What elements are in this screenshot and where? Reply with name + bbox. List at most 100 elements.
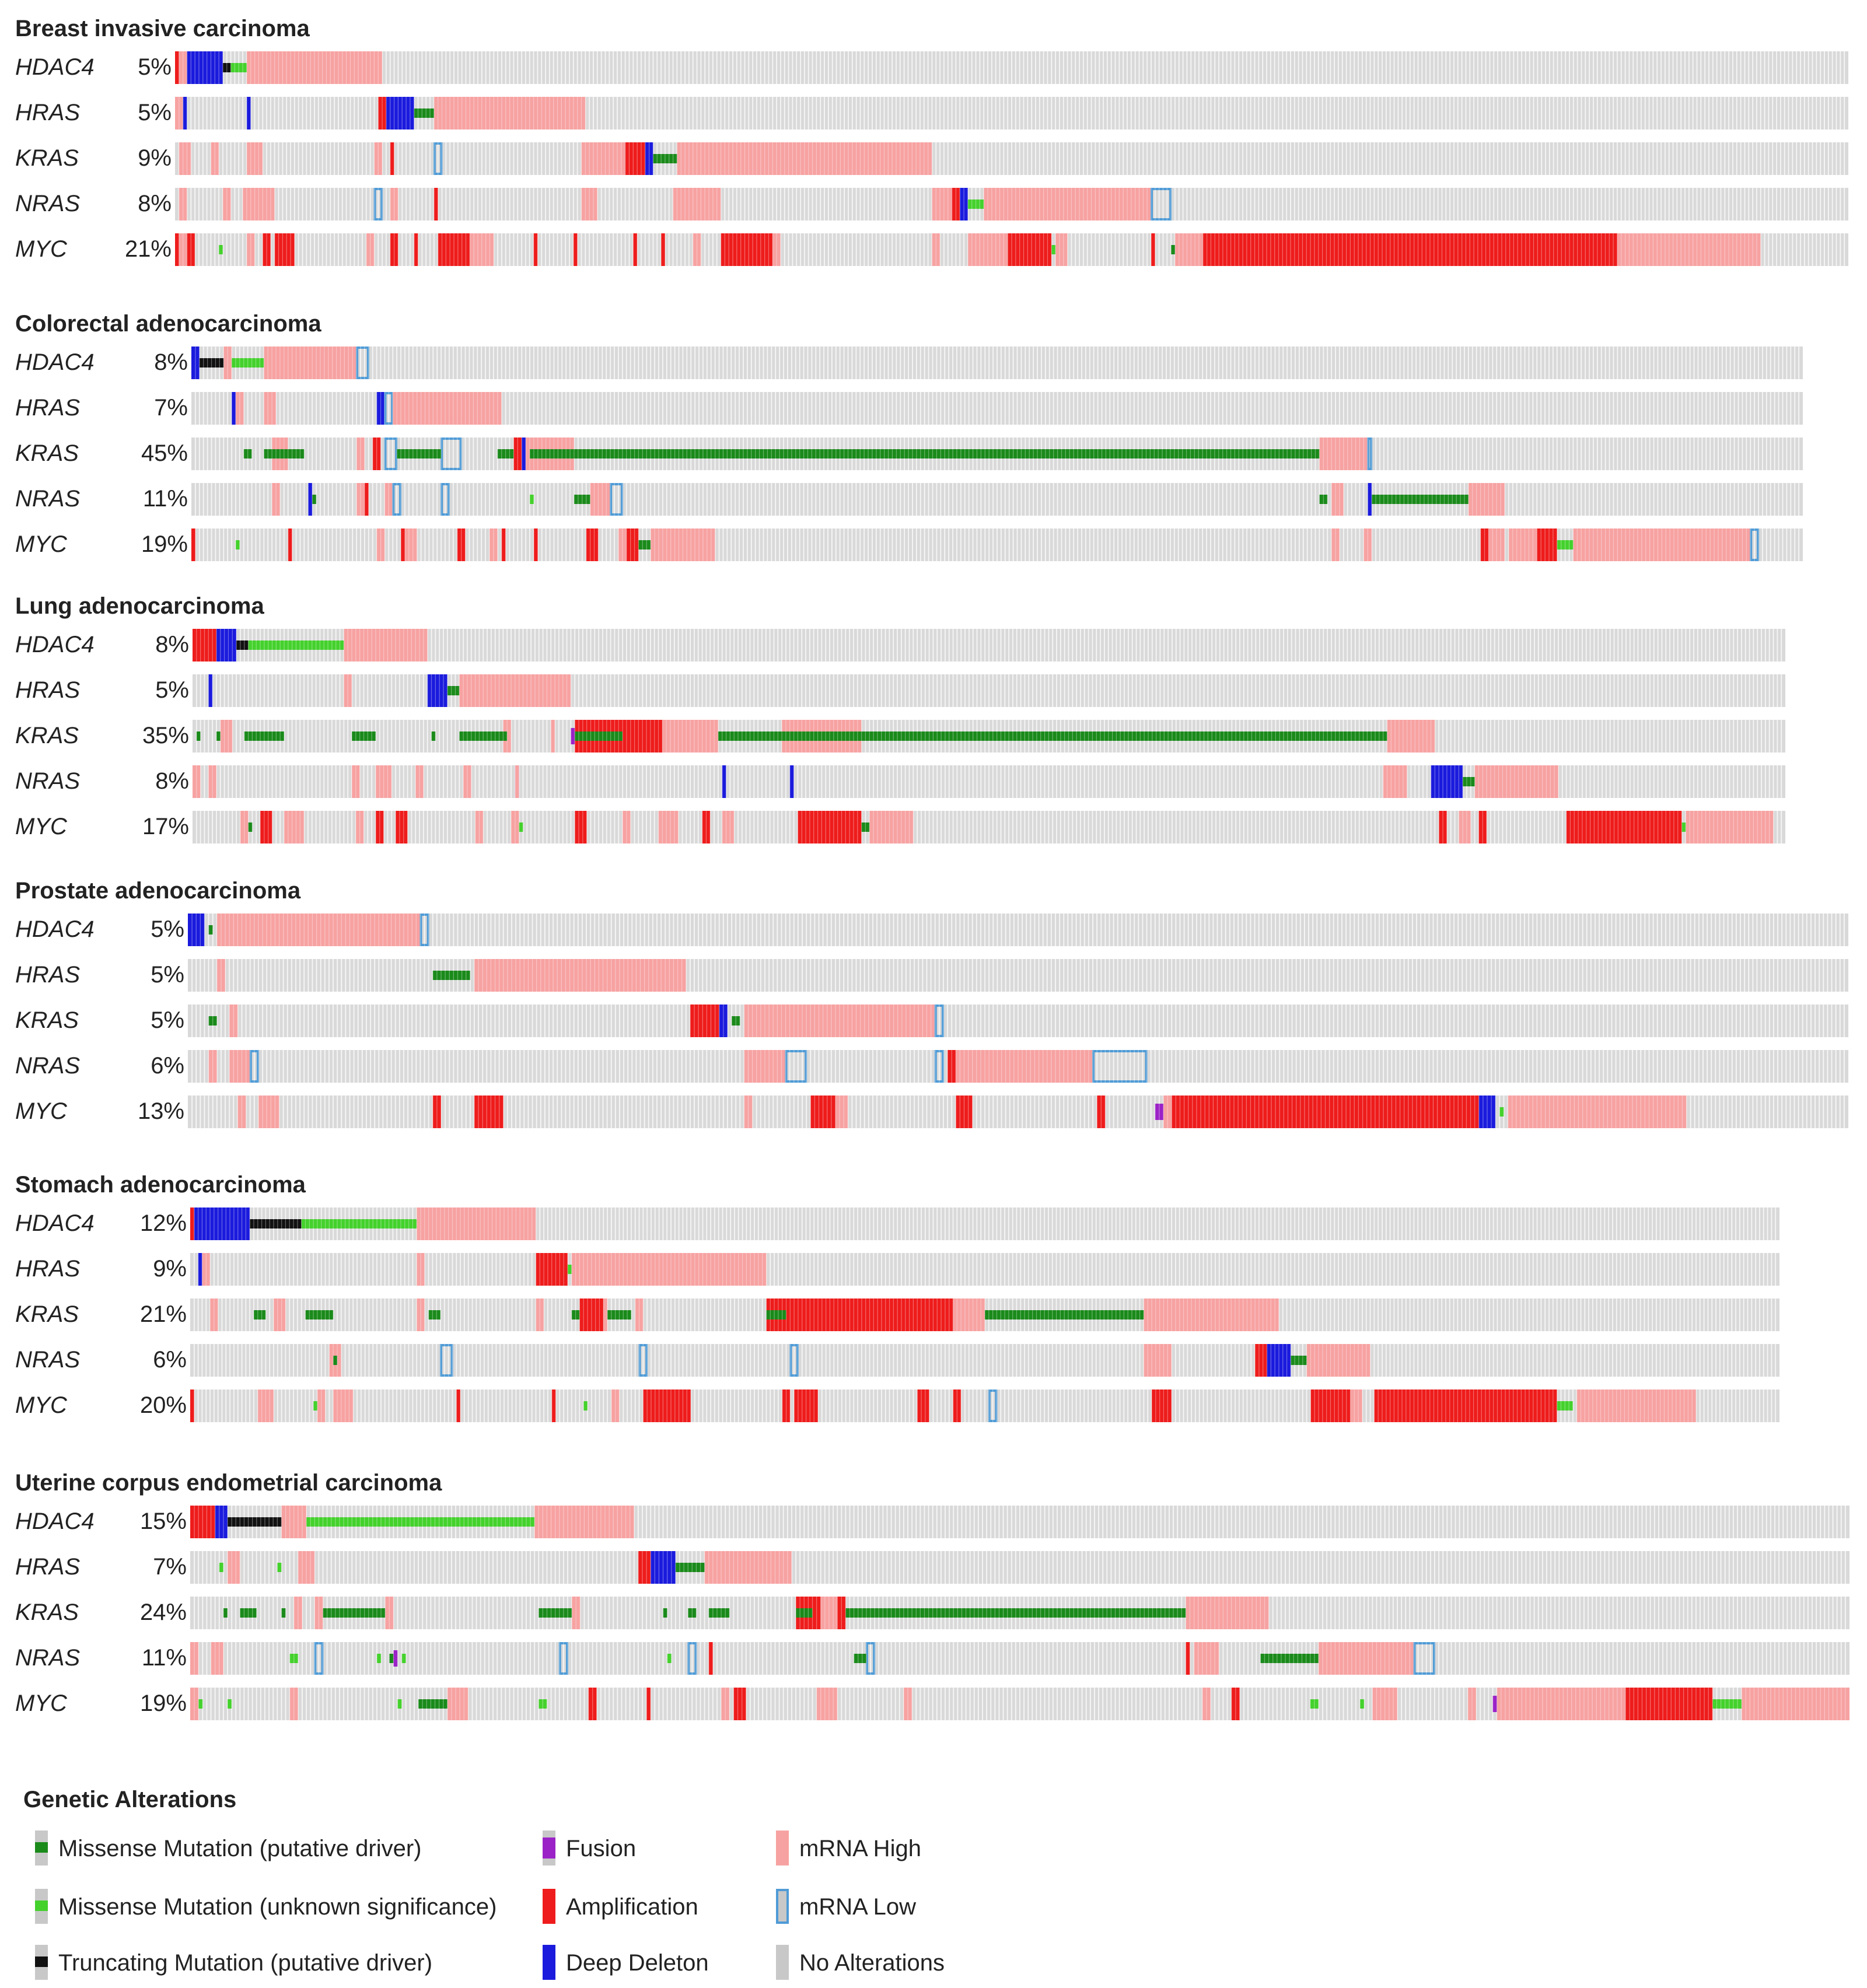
- panel-stomach-adenocarcinoma: Stomach adenocarcinoma HDAC4 12% HRAS 9% KRAS…: [15, 1172, 1779, 1422]
- alteration-amplification: [390, 233, 398, 266]
- gene-label: KRAS: [15, 145, 79, 171]
- alteration-mrna-high: [222, 188, 231, 220]
- alteration-missense-driver: [208, 1016, 217, 1026]
- alteration-mrna-high: [474, 959, 686, 992]
- alteration-mrna-high: [1742, 1688, 1849, 1720]
- gene-label: HRAS: [15, 100, 80, 125]
- alteration-mrna-high: [1350, 1390, 1362, 1422]
- alteration-amplification: [533, 528, 538, 561]
- alteration-fusion: [393, 1650, 398, 1667]
- alteration-percent: 17%: [142, 814, 189, 839]
- alteration-missense-driver: [638, 540, 651, 550]
- alteration-amplification: [721, 233, 773, 266]
- alteration-amplification: [551, 1390, 556, 1422]
- alteration-mrna-high: [179, 233, 187, 266]
- track-breast-invasive-carcinoma-kras: KRAS 9%: [15, 142, 1848, 175]
- track-lung-adenocarcinoma-hdac4: HDAC4 8%: [15, 629, 1785, 662]
- alteration-missense-driver: [414, 108, 434, 118]
- legend-label: No Alterations: [799, 1950, 945, 1976]
- alteration-missense-unknown: [530, 495, 534, 504]
- alteration-mrna-high: [932, 233, 941, 266]
- alteration-percent: 9%: [138, 145, 172, 171]
- alteration-mrna-low: [1151, 188, 1172, 220]
- gene-label: MYC: [15, 531, 68, 557]
- alteration-missense-unknown: [519, 822, 523, 832]
- alteration-missense-driver: [312, 495, 317, 504]
- alteration-missense-driver: [575, 732, 623, 741]
- alteration-mrna-high: [375, 765, 392, 798]
- alteration-mrna-high: [581, 142, 625, 175]
- alteration-mrna-high: [272, 483, 280, 516]
- gene-label: KRAS: [15, 1301, 79, 1327]
- alteration-mrna-high: [459, 674, 571, 707]
- alteration-amplification: [708, 1642, 713, 1675]
- alteration-missense-unknown: [219, 1563, 223, 1572]
- alteration-mrna-high: [677, 142, 932, 175]
- track-stomach-adenocarcinoma-hras: HRAS 9%: [15, 1253, 1779, 1286]
- panel-title: Lung adenocarcinoma: [15, 593, 264, 619]
- track-uterine-corpus-endometrial-carcinoma-hras: HRAS 7%: [15, 1551, 1849, 1584]
- alteration-mrna-low: [638, 1344, 648, 1377]
- alteration-missense-unknown: [1360, 1699, 1365, 1709]
- alteration-missense-driver: [530, 449, 1320, 459]
- alteration-mrna-high: [704, 1551, 792, 1584]
- alteration-mrna-low: [865, 1642, 876, 1675]
- alteration-mrna-high: [967, 233, 1008, 266]
- alteration-missense-driver: [459, 732, 508, 741]
- alteration-percent: 11%: [142, 1645, 187, 1671]
- track-prostate-adenocarcinoma-hdac4: HDAC4 5%: [15, 914, 1848, 946]
- alteration-mrna-high: [1508, 1096, 1687, 1128]
- alteration-deep-deletion: [386, 97, 414, 130]
- alteration-amplification: [1151, 233, 1155, 266]
- alteration-missense-unknown: [376, 1654, 382, 1663]
- alteration-mrna-high: [651, 528, 715, 561]
- alteration-missense-driver: [244, 732, 249, 741]
- alteration-mrna-high: [344, 629, 428, 662]
- gene-label: MYC: [15, 1392, 68, 1418]
- panel-title: Stomach adenocarcinoma: [15, 1172, 306, 1198]
- alteration-mrna-low: [373, 188, 383, 220]
- panel-title: Breast invasive carcinoma: [15, 16, 310, 41]
- track-prostate-adenocarcinoma-hras: HRAS 5%: [15, 959, 1848, 992]
- cell-dividers: [194, 1208, 1776, 1240]
- alteration-mrna-high: [281, 1506, 307, 1538]
- alteration-mrna-high: [190, 1642, 199, 1675]
- alteration-mrna-high: [903, 1688, 912, 1720]
- alteration-mrna-low: [687, 1642, 697, 1675]
- alteration-mrna-high: [314, 1597, 323, 1629]
- alteration-amplification: [810, 1096, 835, 1128]
- alteration-mrna-high: [475, 811, 484, 844]
- alteration-mrna-high: [1319, 438, 1368, 470]
- alteration-mrna-low: [440, 483, 450, 516]
- gene-label: MYC: [15, 814, 68, 839]
- cell-dividers: [191, 914, 1845, 946]
- alteration-mrna-high: [240, 811, 249, 844]
- legend-swatch: [35, 1842, 48, 1853]
- alteration-missense-driver: [418, 1699, 447, 1709]
- legend-swatch: [35, 1901, 48, 1911]
- alteration-percent: 7%: [154, 395, 188, 421]
- alteration-mrna-high: [264, 392, 277, 425]
- alteration-amplification: [1186, 1642, 1190, 1675]
- alteration-deep-deletion: [246, 97, 251, 130]
- alteration-missense-unknown: [1681, 822, 1686, 832]
- alteration-mrna-high: [356, 438, 365, 470]
- alteration-amplification: [187, 233, 195, 266]
- alteration-mrna-high: [227, 1551, 240, 1584]
- alteration-fusion: [1155, 1104, 1164, 1120]
- gene-label: HRAS: [15, 962, 80, 988]
- gene-label: MYC: [15, 236, 68, 262]
- alteration-amplification: [782, 1390, 791, 1422]
- alteration-missense-driver: [1260, 1654, 1319, 1663]
- gene-label: HRAS: [15, 395, 80, 421]
- alteration-missense-driver: [675, 1563, 705, 1572]
- panel-title: Prostate adenocarcinoma: [15, 878, 301, 904]
- alteration-missense-driver: [789, 732, 1387, 741]
- cell-dividers: [195, 438, 1799, 470]
- alteration-missense-driver: [845, 1608, 1186, 1618]
- alteration-amplification: [837, 1597, 846, 1629]
- alteration-percent: 5%: [138, 100, 172, 125]
- alteration-amplification: [513, 438, 522, 470]
- alteration-truncating-driver: [222, 63, 231, 72]
- gene-label: HDAC4: [15, 1210, 95, 1236]
